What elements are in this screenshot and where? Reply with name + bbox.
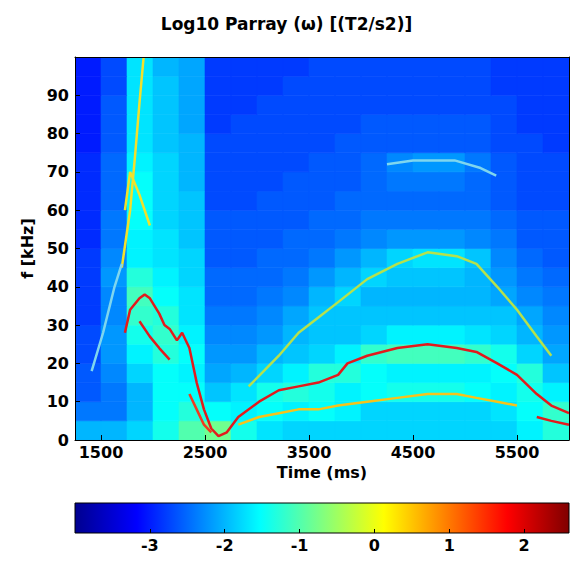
svg-text:10: 10 (47, 392, 69, 411)
svg-text:3500: 3500 (287, 443, 332, 462)
svg-text:2500: 2500 (183, 443, 228, 462)
svg-text:1500: 1500 (79, 443, 124, 462)
svg-text:90: 90 (47, 86, 69, 105)
svg-text:50: 50 (47, 239, 69, 258)
svg-text:5500: 5500 (495, 443, 540, 462)
svg-text:40: 40 (47, 277, 69, 296)
svg-text:80: 80 (47, 124, 69, 143)
svg-text:-3: -3 (141, 536, 159, 555)
svg-text:4500: 4500 (391, 443, 436, 462)
svg-text:Log10 Parray (ω) [(T2/s2)]: Log10 Parray (ω) [(T2/s2)] (161, 14, 412, 34)
svg-text:20: 20 (47, 354, 69, 373)
svg-text:2: 2 (519, 536, 530, 555)
svg-text:Time (ms): Time (ms) (277, 463, 367, 482)
svg-text:-1: -1 (291, 536, 309, 555)
svg-text:-2: -2 (216, 536, 234, 555)
svg-text:1: 1 (444, 536, 455, 555)
svg-text:60: 60 (47, 201, 69, 220)
svg-text:30: 30 (47, 316, 69, 335)
svg-text:0: 0 (369, 536, 380, 555)
svg-text:f [kHz]: f [kHz] (18, 218, 37, 279)
svg-text:70: 70 (47, 162, 69, 181)
svg-text:0: 0 (58, 431, 69, 450)
